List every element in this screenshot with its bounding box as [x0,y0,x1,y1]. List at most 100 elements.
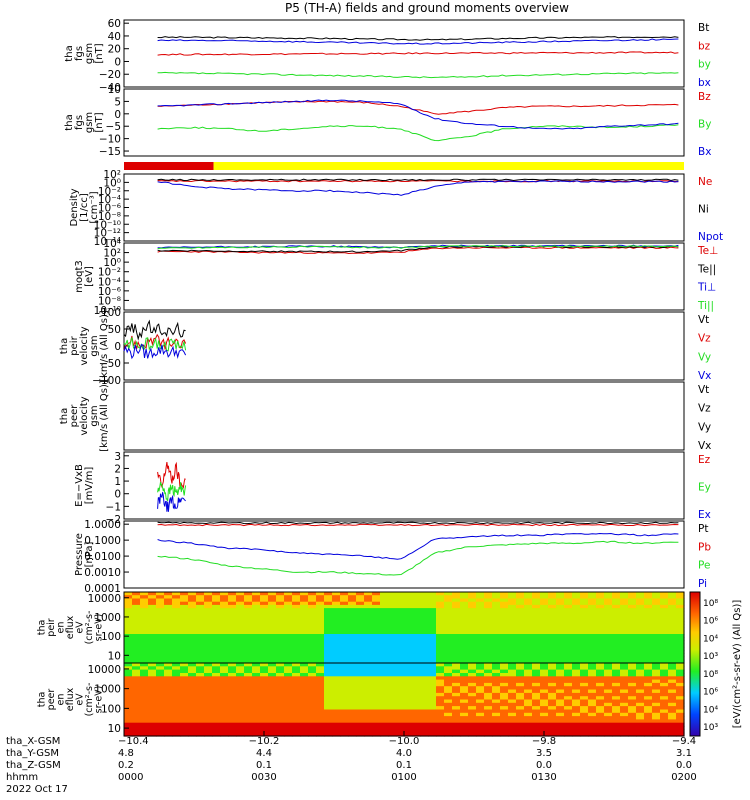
y-tick-label: 10⁴ [103,238,121,250]
spectrogram-cell [268,699,277,704]
spectrogram-cell [588,702,597,707]
spectrogram-cell [460,732,469,737]
spectrogram-cell [180,653,189,658]
spectrogram-cell [140,624,149,629]
spectrogram-cell [196,608,205,612]
spectrogram-cell [132,614,141,619]
y-label-line: eV [75,621,86,634]
spectrogram-cell [372,732,381,737]
spectrogram-cell [516,592,525,596]
spectrogram-cell [412,669,421,674]
spectrogram-cell [172,595,181,599]
spectrogram-cell [348,706,357,710]
y-label-line: (cm²-s- [84,611,95,645]
spectrogram-cell [292,689,301,694]
spectrogram-cell [196,732,205,737]
spectrogram-cell [172,608,181,612]
spectrogram-cell [188,637,197,641]
spectrogram-cell [284,706,293,710]
spectrogram-cell [492,676,501,681]
spectrogram-cell [500,598,509,603]
spectrogram-cell [140,659,149,664]
spectrogram-cell [612,634,621,638]
spectrogram-cell [436,643,445,648]
spectrogram-cell [468,637,477,641]
spectrogram-cell [596,719,605,724]
spectrogram-cell [620,682,629,687]
spectrogram-cell [476,637,485,641]
spectrogram-cell [396,669,405,674]
spectrogram-cell [164,709,173,714]
spectrogram-cell [588,604,597,609]
y-tick-label: 0 [114,341,121,353]
spectrogram-cell [140,611,149,616]
spectrogram-cell [204,696,213,701]
spectrogram-cell [564,598,573,603]
spectrogram-cell [148,706,157,710]
spectrogram-cell [508,653,517,658]
spectrogram-cell [436,634,445,638]
spectrogram-cell [188,732,197,737]
spectrogram-cell [340,604,349,609]
spectrogram-cell [252,653,261,658]
spectrogram-cell [436,696,445,701]
spectrogram-cell [644,653,653,658]
spectrogram-cell [676,630,685,635]
spectrogram-cell [588,624,597,629]
spectrogram-cell [604,656,613,661]
spectrogram-cell [532,716,541,720]
spectrogram-cell [620,592,629,596]
spectrogram-cell [204,719,213,724]
spectrogram-cell [636,653,645,658]
spectrogram-cell [436,692,445,697]
spectrogram-cell [676,608,685,612]
spectrogram-cell [468,624,477,629]
spectrogram-cell [324,643,333,648]
spectrogram-cell [652,716,661,720]
spectrogram-cell [612,712,621,717]
spectrogram-cell [596,702,605,707]
spectrogram-cell [540,634,549,638]
spectrogram-cell [500,702,509,707]
spectrogram-cell [156,617,165,622]
spectrogram-cell [228,656,237,661]
spectrogram-cell [396,656,405,661]
spectrogram-cell [316,696,325,701]
spectrogram-cell [300,604,309,609]
spectrogram-cell [156,699,165,704]
spectrogram-cell [260,601,269,606]
colorbar-tick-label: 10³ [703,723,718,733]
spectrogram-cell [516,706,525,710]
spectrogram-cell [532,702,541,707]
spectrogram-cell [676,592,685,596]
spectrogram-cell [300,643,309,648]
spectrogram-cell [140,666,149,671]
spectrogram-cell [380,712,389,717]
spectrogram-cell [348,634,357,638]
spectrogram-cell [444,666,453,671]
panel-frame [123,520,685,589]
spectrogram-cell [364,716,373,720]
spectrogram-cell [276,666,285,671]
spectrogram-cell [164,722,173,727]
spectrogram-cell [540,699,549,704]
spectrogram-cell [180,614,189,619]
spectrogram-cell [572,611,581,616]
spectrogram-cell [420,722,429,727]
spectrogram-cell [460,634,469,638]
spectrogram-cell [492,699,501,704]
spectrogram-cell [500,624,509,629]
y-tick-label: 0 [114,56,121,68]
spectrogram-cell [364,627,373,632]
spectrogram-cell [372,709,381,714]
spectrogram-cell [380,656,389,661]
spectrogram-cell [372,621,381,625]
spectrogram-cell [356,640,365,645]
spectrogram-cell [196,604,205,609]
spectrogram-cell [428,621,437,625]
spectrogram-cell [500,595,509,599]
spectrogram-cell [436,614,445,619]
spectrogram-cell [444,686,453,691]
spectrogram-cell [204,592,213,596]
spectrogram-cell [548,617,557,622]
